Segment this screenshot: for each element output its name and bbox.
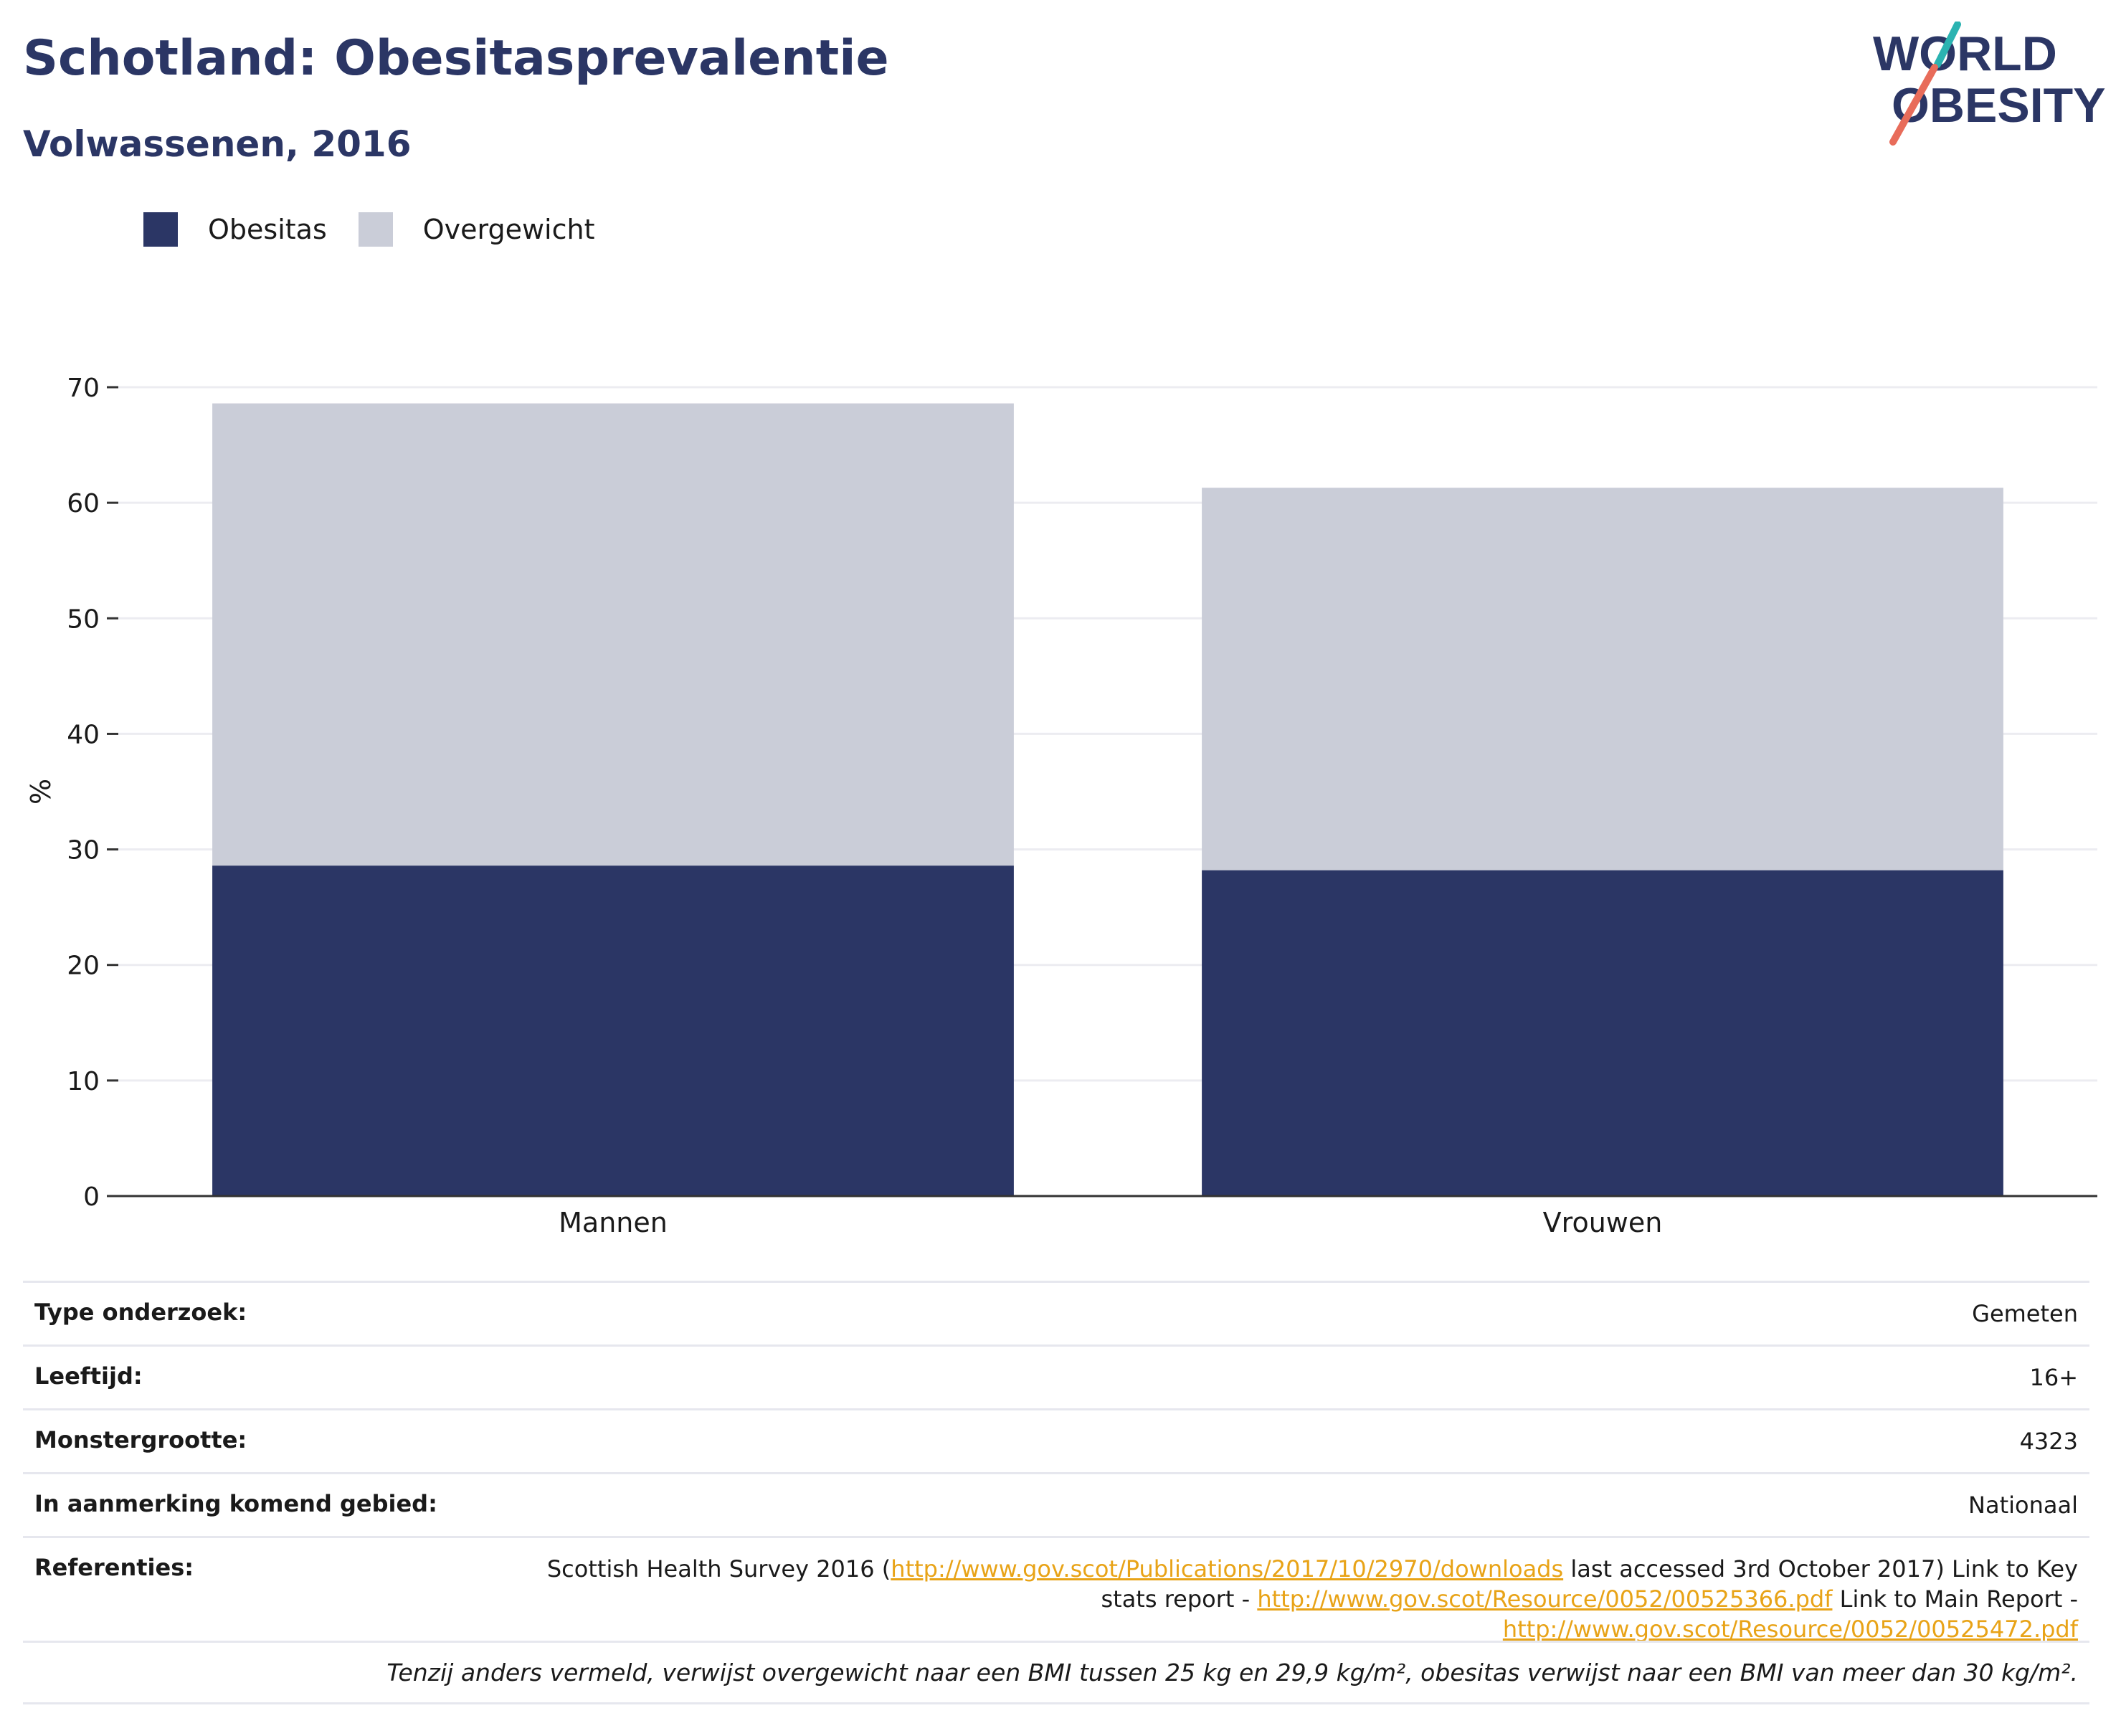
row-key: Type onderzoek: [34, 1299, 247, 1326]
table-row: In aanmerking komend gebied: Nationaal [23, 1473, 2089, 1537]
bar-overgewicht-vrouwen [1202, 488, 2003, 871]
table-row: Type onderzoek: Gemeten [23, 1281, 2089, 1346]
y-tick-label: 0 [83, 1182, 100, 1212]
reference-text: Link to Main Report - [1832, 1585, 2078, 1613]
y-tick-label: 30 [67, 836, 100, 865]
stacked-bar-chart: 0 10 20 30 40 50 60 70% Mannen Vrouwen [25, 374, 2097, 1238]
legend-label-overgewicht: Overgewicht [422, 214, 595, 245]
reference-text: Scottish Health Survey 2016 ( [546, 1555, 891, 1583]
logo-slash-coral [1889, 64, 1938, 146]
table-row: Leeftijd: 16+ [23, 1345, 2089, 1410]
reference-link-main-report[interactable]: http://www.gov.scot/Resource/0052/005254… [1502, 1616, 2078, 1643]
page-title: Schotland: Obesitasprevalentie [23, 30, 889, 87]
logo-text-world: WORLD [1873, 27, 2057, 81]
logo-slash-teal [1934, 22, 1961, 68]
row-key: Leeftijd: [34, 1362, 143, 1390]
bar-overgewicht-mannen [212, 403, 1014, 866]
legend-item-overgewicht[interactable]: Overgewicht [358, 212, 595, 247]
references-key: Referenties: [34, 1554, 194, 1581]
y-tick-label: 70 [67, 374, 100, 403]
legend-swatch-overgewicht [358, 212, 393, 247]
references-row: Referenties: Scottish Health Survey 2016… [23, 1537, 2089, 1661]
legend-label-obesitas: Obesitas [208, 214, 327, 245]
y-tick-label: 40 [67, 720, 100, 749]
x-tick-label: Mannen [559, 1207, 668, 1238]
row-value: 4323 [2019, 1428, 2078, 1455]
row-value: Gemeten [1972, 1300, 2078, 1327]
page-subtitle: Volwassenen, 2016 [23, 123, 412, 165]
reference-link-downloads[interactable]: http://www.gov.scot/Publications/2017/10… [891, 1555, 1564, 1583]
y-tick-label: 20 [67, 952, 100, 981]
survey-info-table: Type onderzoek: Gemeten Leeftijd: 16+ Mo… [23, 1281, 2089, 1660]
bar-obesitas-vrouwen [1202, 870, 2003, 1196]
reference-text: stats report - [1101, 1585, 1258, 1613]
legend-swatch-obesitas [143, 212, 178, 247]
y-tick-label: 10 [67, 1067, 100, 1096]
row-value: 16+ [2029, 1364, 2078, 1391]
y-tick-label: 50 [67, 604, 100, 634]
y-tick-label: 60 [67, 489, 100, 518]
row-key: In aanmerking komend gebied: [34, 1490, 437, 1517]
world-obesity-logo: WORLD OBESITY [1873, 22, 2106, 146]
chart-legend: Obesitas Overgewicht [143, 212, 627, 247]
row-value: Nationaal [1968, 1491, 2078, 1519]
bar-obesitas-mannen [212, 865, 1014, 1196]
table-row: Monstergrootte: 4323 [23, 1409, 2089, 1474]
reference-text: last accessed 3rd October 2017) Link to … [1563, 1555, 2078, 1583]
legend-item-obesitas[interactable]: Obesitas [143, 212, 327, 247]
reference-link-key-stats[interactable]: http://www.gov.scot/Resource/0052/005253… [1257, 1585, 1833, 1613]
bmi-footnote: Tenzij anders vermeld, verwijst overgewi… [23, 1641, 2089, 1704]
row-key: Monstergrootte: [34, 1426, 247, 1453]
x-tick-label: Vrouwen [1543, 1207, 1663, 1238]
references-value: Scottish Health Survey 2016 (http://www.… [468, 1537, 2089, 1661]
y-axis-label: % [25, 779, 57, 805]
